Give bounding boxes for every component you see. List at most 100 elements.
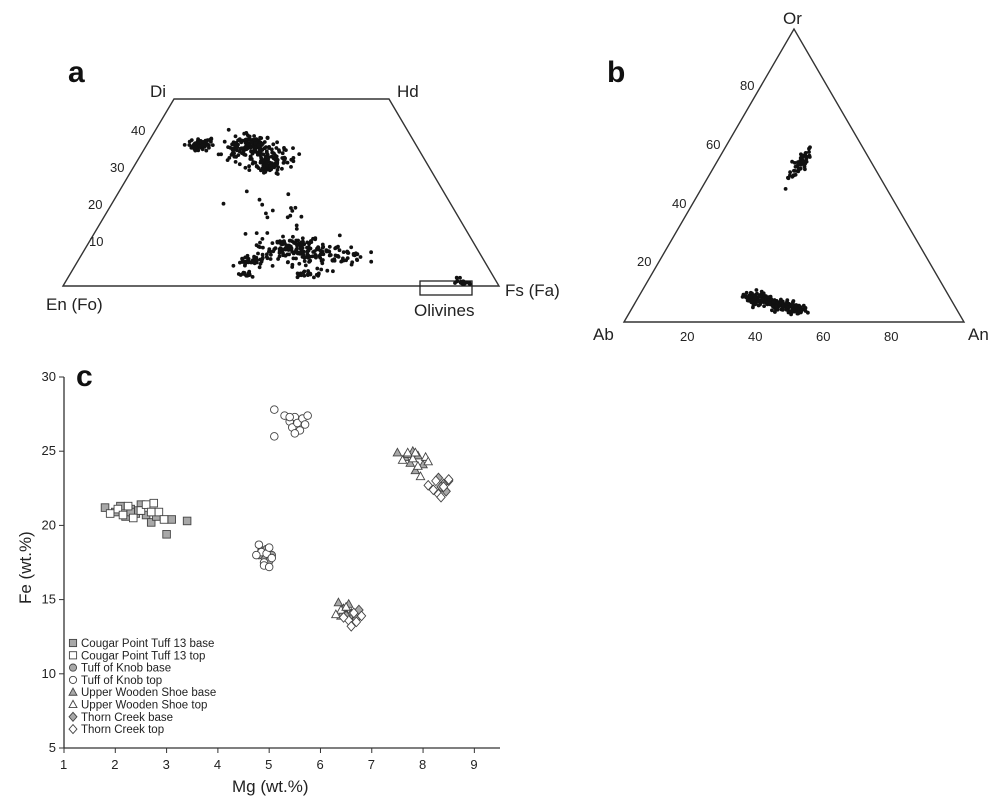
pyroxene-point	[307, 259, 312, 264]
pyroxene-point	[344, 258, 348, 263]
y-tick-label: 5	[49, 740, 56, 755]
feldspar-point	[803, 306, 808, 310]
pyroxene-point	[187, 139, 192, 144]
pyroxene-point	[269, 166, 274, 171]
pyroxene-point	[268, 160, 272, 165]
data-point	[146, 507, 156, 517]
pyroxene-point	[296, 238, 300, 243]
pyroxene-point	[285, 215, 290, 220]
pyroxene-point	[265, 231, 270, 235]
pyroxene-point	[264, 211, 268, 216]
pyroxene-point	[260, 237, 265, 241]
y-tick-label: 10	[42, 666, 56, 681]
feldspar-points	[740, 145, 812, 317]
pyroxene-point	[265, 163, 269, 168]
pyroxene-point	[467, 282, 472, 286]
pyroxene-point	[369, 250, 373, 255]
pyroxene-point	[256, 143, 261, 148]
pyroxene-point	[253, 160, 258, 165]
pyroxene-points	[182, 127, 472, 286]
c-x-ticks: 1 2 3 4 5 6 7 8 9	[60, 748, 478, 772]
or-tick-20: 20	[637, 254, 651, 269]
pyroxene-point	[247, 168, 252, 173]
data-point	[285, 412, 294, 422]
pyroxene-point	[350, 260, 355, 265]
c-x-axis-label: Mg (wt.%)	[232, 777, 309, 796]
pyroxene-point	[270, 241, 275, 246]
pyroxene-point	[294, 248, 298, 253]
data-point	[264, 543, 274, 552]
y-tick-label: 30	[42, 369, 56, 384]
pyroxene-point	[275, 239, 280, 244]
data-point	[303, 411, 312, 420]
pyroxene-point	[275, 168, 280, 172]
pyroxene-point	[240, 258, 245, 262]
feldspar-point	[807, 155, 812, 159]
x-tick-label: 6	[316, 757, 323, 772]
pyroxene-point	[459, 279, 463, 284]
pyroxene-point	[354, 251, 358, 256]
pyroxene-point	[269, 154, 274, 159]
legend-marker	[68, 663, 78, 672]
data-point	[431, 475, 441, 487]
pyroxene-point	[308, 254, 313, 259]
x-tick-label: 1	[60, 757, 67, 772]
pyroxene-point	[257, 265, 262, 270]
legend-item: Upper Wooden Shoe base	[68, 687, 216, 699]
pyroxene-point	[256, 251, 260, 256]
vertex-an: An	[968, 325, 989, 344]
pyroxene-point	[326, 249, 331, 254]
pyroxene-point	[270, 208, 275, 213]
olivines-label: Olivines	[414, 301, 474, 320]
data-point	[254, 540, 264, 549]
feldspar-point	[760, 297, 765, 302]
pyroxene-point	[257, 197, 262, 202]
pyroxene-point	[260, 167, 265, 172]
data-point	[290, 429, 300, 438]
pyroxene-point	[292, 241, 296, 245]
pyroxene-point	[248, 154, 253, 159]
data-point	[349, 607, 359, 619]
feldspar-point	[802, 164, 807, 169]
vertex-en-fo: En (Fo)	[46, 295, 103, 314]
data-point	[118, 510, 128, 520]
pyroxene-point	[221, 201, 226, 206]
feldspar-point	[788, 173, 792, 178]
pyroxene-point	[274, 146, 279, 150]
data-point	[405, 457, 416, 467]
pyroxene-point	[295, 251, 300, 256]
data-point	[351, 616, 362, 628]
data-point	[346, 620, 357, 632]
pyroxene-point	[237, 162, 242, 167]
feldspar-point	[751, 293, 756, 298]
pyroxene-point	[260, 252, 265, 257]
legend-label: Cougar Point Tuff 13 top	[81, 650, 205, 662]
pyroxene-point	[298, 246, 303, 251]
data-point	[415, 471, 426, 481]
pyroxene-point	[239, 146, 244, 151]
panel-c-letter: c	[76, 360, 93, 393]
pyroxene-point	[274, 171, 279, 176]
x-tick-label: 7	[368, 757, 375, 772]
pyroxene-point	[246, 257, 251, 261]
pyroxene-point	[277, 148, 281, 153]
pyroxene-point	[455, 278, 460, 283]
pyroxene-point	[257, 245, 262, 250]
data-point	[264, 562, 274, 572]
pyroxene-point	[259, 159, 263, 163]
series-upper-wooden-shoe-base	[333, 445, 428, 620]
vertex-ab: Ab	[593, 325, 614, 344]
feldspar-point	[779, 301, 784, 305]
pyroxene-point	[269, 147, 274, 152]
legend-marker	[68, 711, 78, 722]
panel-a-pyroxene-quadrilateral: a Di Hd En (Fo) Fs (Fa) 10 20 30 40 Oliv…	[46, 56, 560, 320]
pyroxene-point	[236, 272, 241, 276]
x-tick-label: 2	[111, 757, 118, 772]
feldspar-point	[773, 310, 777, 314]
pyroxene-point	[312, 275, 316, 280]
y-tick-label: 25	[42, 443, 56, 458]
pyroxene-point	[327, 253, 332, 258]
pyroxene-point	[246, 142, 251, 147]
feldspar-point	[788, 170, 792, 175]
pyroxene-point	[262, 170, 266, 175]
